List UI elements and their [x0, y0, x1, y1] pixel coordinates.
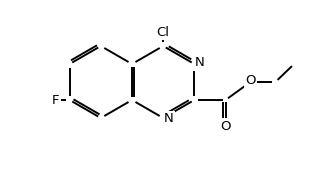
Text: O: O — [245, 75, 256, 88]
Text: O: O — [220, 120, 231, 133]
Text: N: N — [194, 56, 204, 69]
Text: F: F — [52, 93, 59, 106]
Text: Cl: Cl — [157, 25, 170, 38]
Text: N: N — [164, 112, 174, 125]
